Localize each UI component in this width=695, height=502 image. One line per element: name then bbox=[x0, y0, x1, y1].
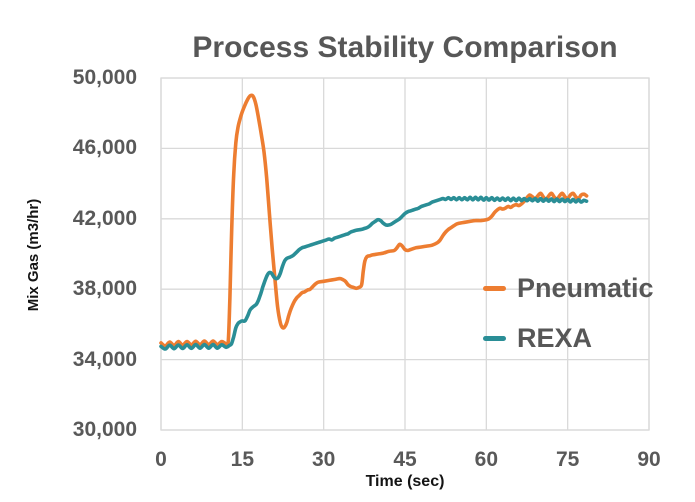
x-tick-label: 75 bbox=[555, 448, 580, 471]
x-tick-label: 45 bbox=[393, 448, 417, 471]
pneumatic-line-swatch bbox=[483, 285, 506, 291]
y-tick-label: 30,000 bbox=[72, 418, 137, 441]
legend-item-rexa: REXA bbox=[483, 323, 654, 353]
legend-label-pneumatic: Pneumatic bbox=[517, 273, 654, 303]
chart-title: Process Stability Comparison bbox=[192, 31, 618, 64]
y-tick-label: 42,000 bbox=[72, 206, 137, 230]
y-tick-label: 50,000 bbox=[72, 66, 137, 89]
y-axis-title: Mix Gas (m3/hr) bbox=[25, 198, 42, 312]
legend-label-rexa: REXA bbox=[517, 323, 593, 353]
plot-border bbox=[160, 77, 650, 431]
y-tick-label: 34,000 bbox=[72, 347, 137, 371]
rexa-line-swatch bbox=[483, 335, 506, 341]
y-tick-label: 46,000 bbox=[72, 136, 137, 160]
legend-item-pneumatic: Pneumatic bbox=[483, 273, 654, 303]
pneumatic-series-line bbox=[159, 93, 589, 348]
x-tick-label: 30 bbox=[311, 448, 336, 471]
x-tick-label: 90 bbox=[637, 448, 661, 471]
x-tick-label: 60 bbox=[474, 448, 498, 471]
y-tick-label: 38,000 bbox=[72, 277, 137, 301]
rexa-series-line bbox=[159, 195, 589, 351]
x-tick-label: 15 bbox=[230, 448, 254, 471]
x-tick-label: 0 bbox=[155, 448, 167, 471]
legend: Pneumatic REXA bbox=[483, 273, 654, 353]
x-axis-title: Time (sec) bbox=[365, 473, 445, 490]
